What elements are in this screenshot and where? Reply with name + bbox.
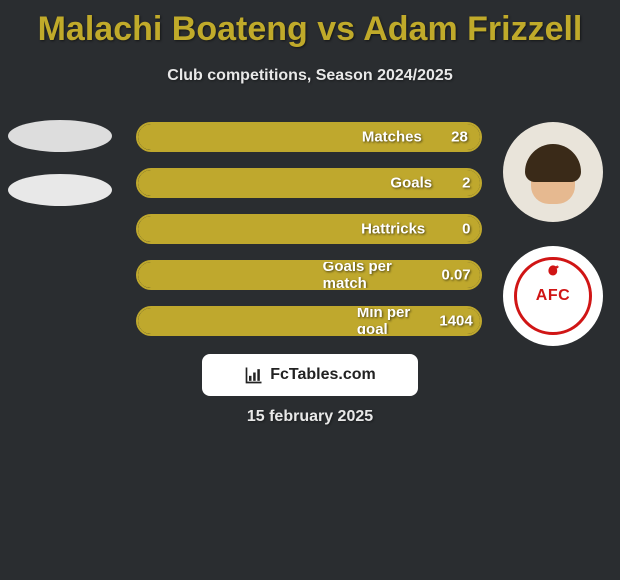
stat-bar-label: Goals	[390, 175, 432, 192]
left-player-column	[8, 120, 118, 228]
right-player-column: AFC	[498, 122, 608, 346]
stat-bar-value: 2	[462, 175, 470, 192]
stat-bar: Min per goal 1404	[136, 306, 482, 336]
stat-bar: Goals per match 0.07	[136, 260, 482, 290]
subtitle: Club competitions, Season 2024/2025	[0, 67, 620, 85]
page-title: Malachi Boateng vs Adam Frizzell	[0, 0, 620, 49]
left-player-placeholder-bottom	[8, 174, 112, 206]
stat-bar-value: 1404	[439, 313, 472, 330]
stat-bar-value: 0.07	[441, 267, 470, 284]
player-face-illustration	[525, 144, 581, 204]
player-photo	[503, 122, 603, 222]
stat-bar-fill	[138, 262, 480, 288]
stat-bar-label: Hattricks	[361, 221, 425, 238]
stat-bar-value: 28	[451, 129, 468, 146]
rooster-icon	[542, 258, 564, 280]
date-label: 15 february 2025	[247, 408, 373, 426]
chart-icon	[244, 365, 264, 385]
stat-bar-fill	[138, 216, 480, 242]
club-badge: AFC	[503, 246, 603, 346]
stat-bar-value: 0	[462, 221, 470, 238]
stat-bar: Hattricks 0	[136, 214, 482, 244]
club-badge-text: AFC	[536, 287, 570, 305]
stat-bar-fill	[138, 308, 480, 334]
stats-bars: Matches 28 Goals 2 Hattricks 0 Goals per match…	[136, 122, 482, 352]
brand-text: FcTables.com	[270, 366, 376, 384]
stat-bar-label: Goals per match	[323, 260, 402, 290]
stat-bar: Goals 2	[136, 168, 482, 198]
stat-bar: Matches 28	[136, 122, 482, 152]
stat-bar-fill	[138, 124, 480, 150]
brand-pill: FcTables.com	[202, 354, 418, 396]
club-badge-ring: AFC	[514, 257, 592, 335]
left-player-placeholder-top	[8, 120, 112, 152]
stat-bar-label: Min per goal	[357, 306, 419, 336]
stat-bar-label: Matches	[362, 129, 422, 146]
hair-shape	[525, 144, 581, 182]
